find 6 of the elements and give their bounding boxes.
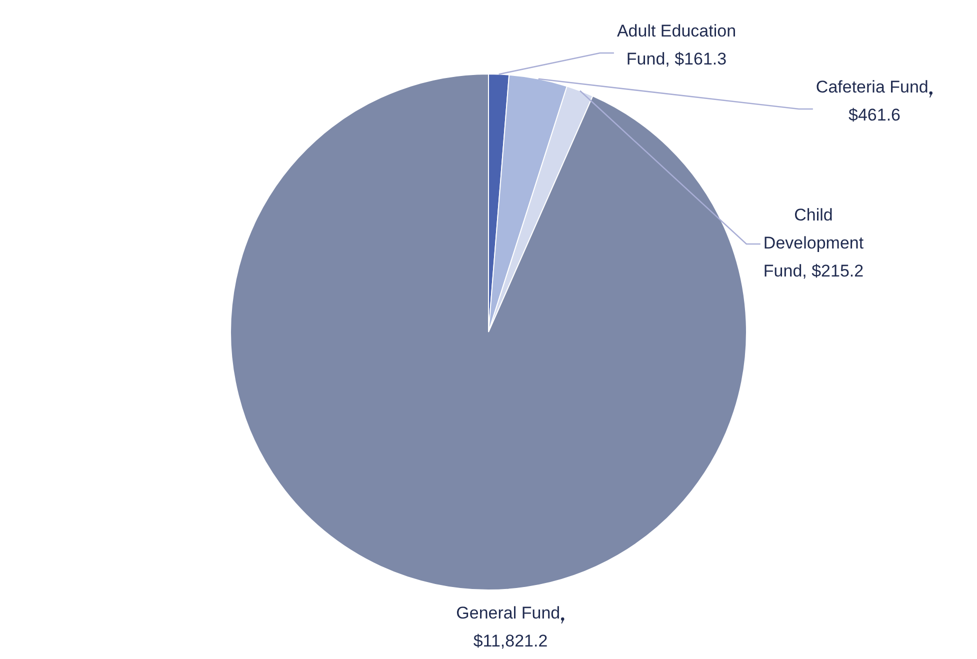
slice-label: Adult Education Fund, $161.3 (616, 22, 736, 69)
slice-label: Cafeteria Fund (816, 78, 928, 97)
slice-label: Child Development Fund, $215.2 (763, 206, 864, 281)
slice-label: General Fund (456, 604, 560, 623)
data-label: $11,821.2 (473, 632, 548, 651)
data-label: $461.6 (848, 106, 900, 125)
